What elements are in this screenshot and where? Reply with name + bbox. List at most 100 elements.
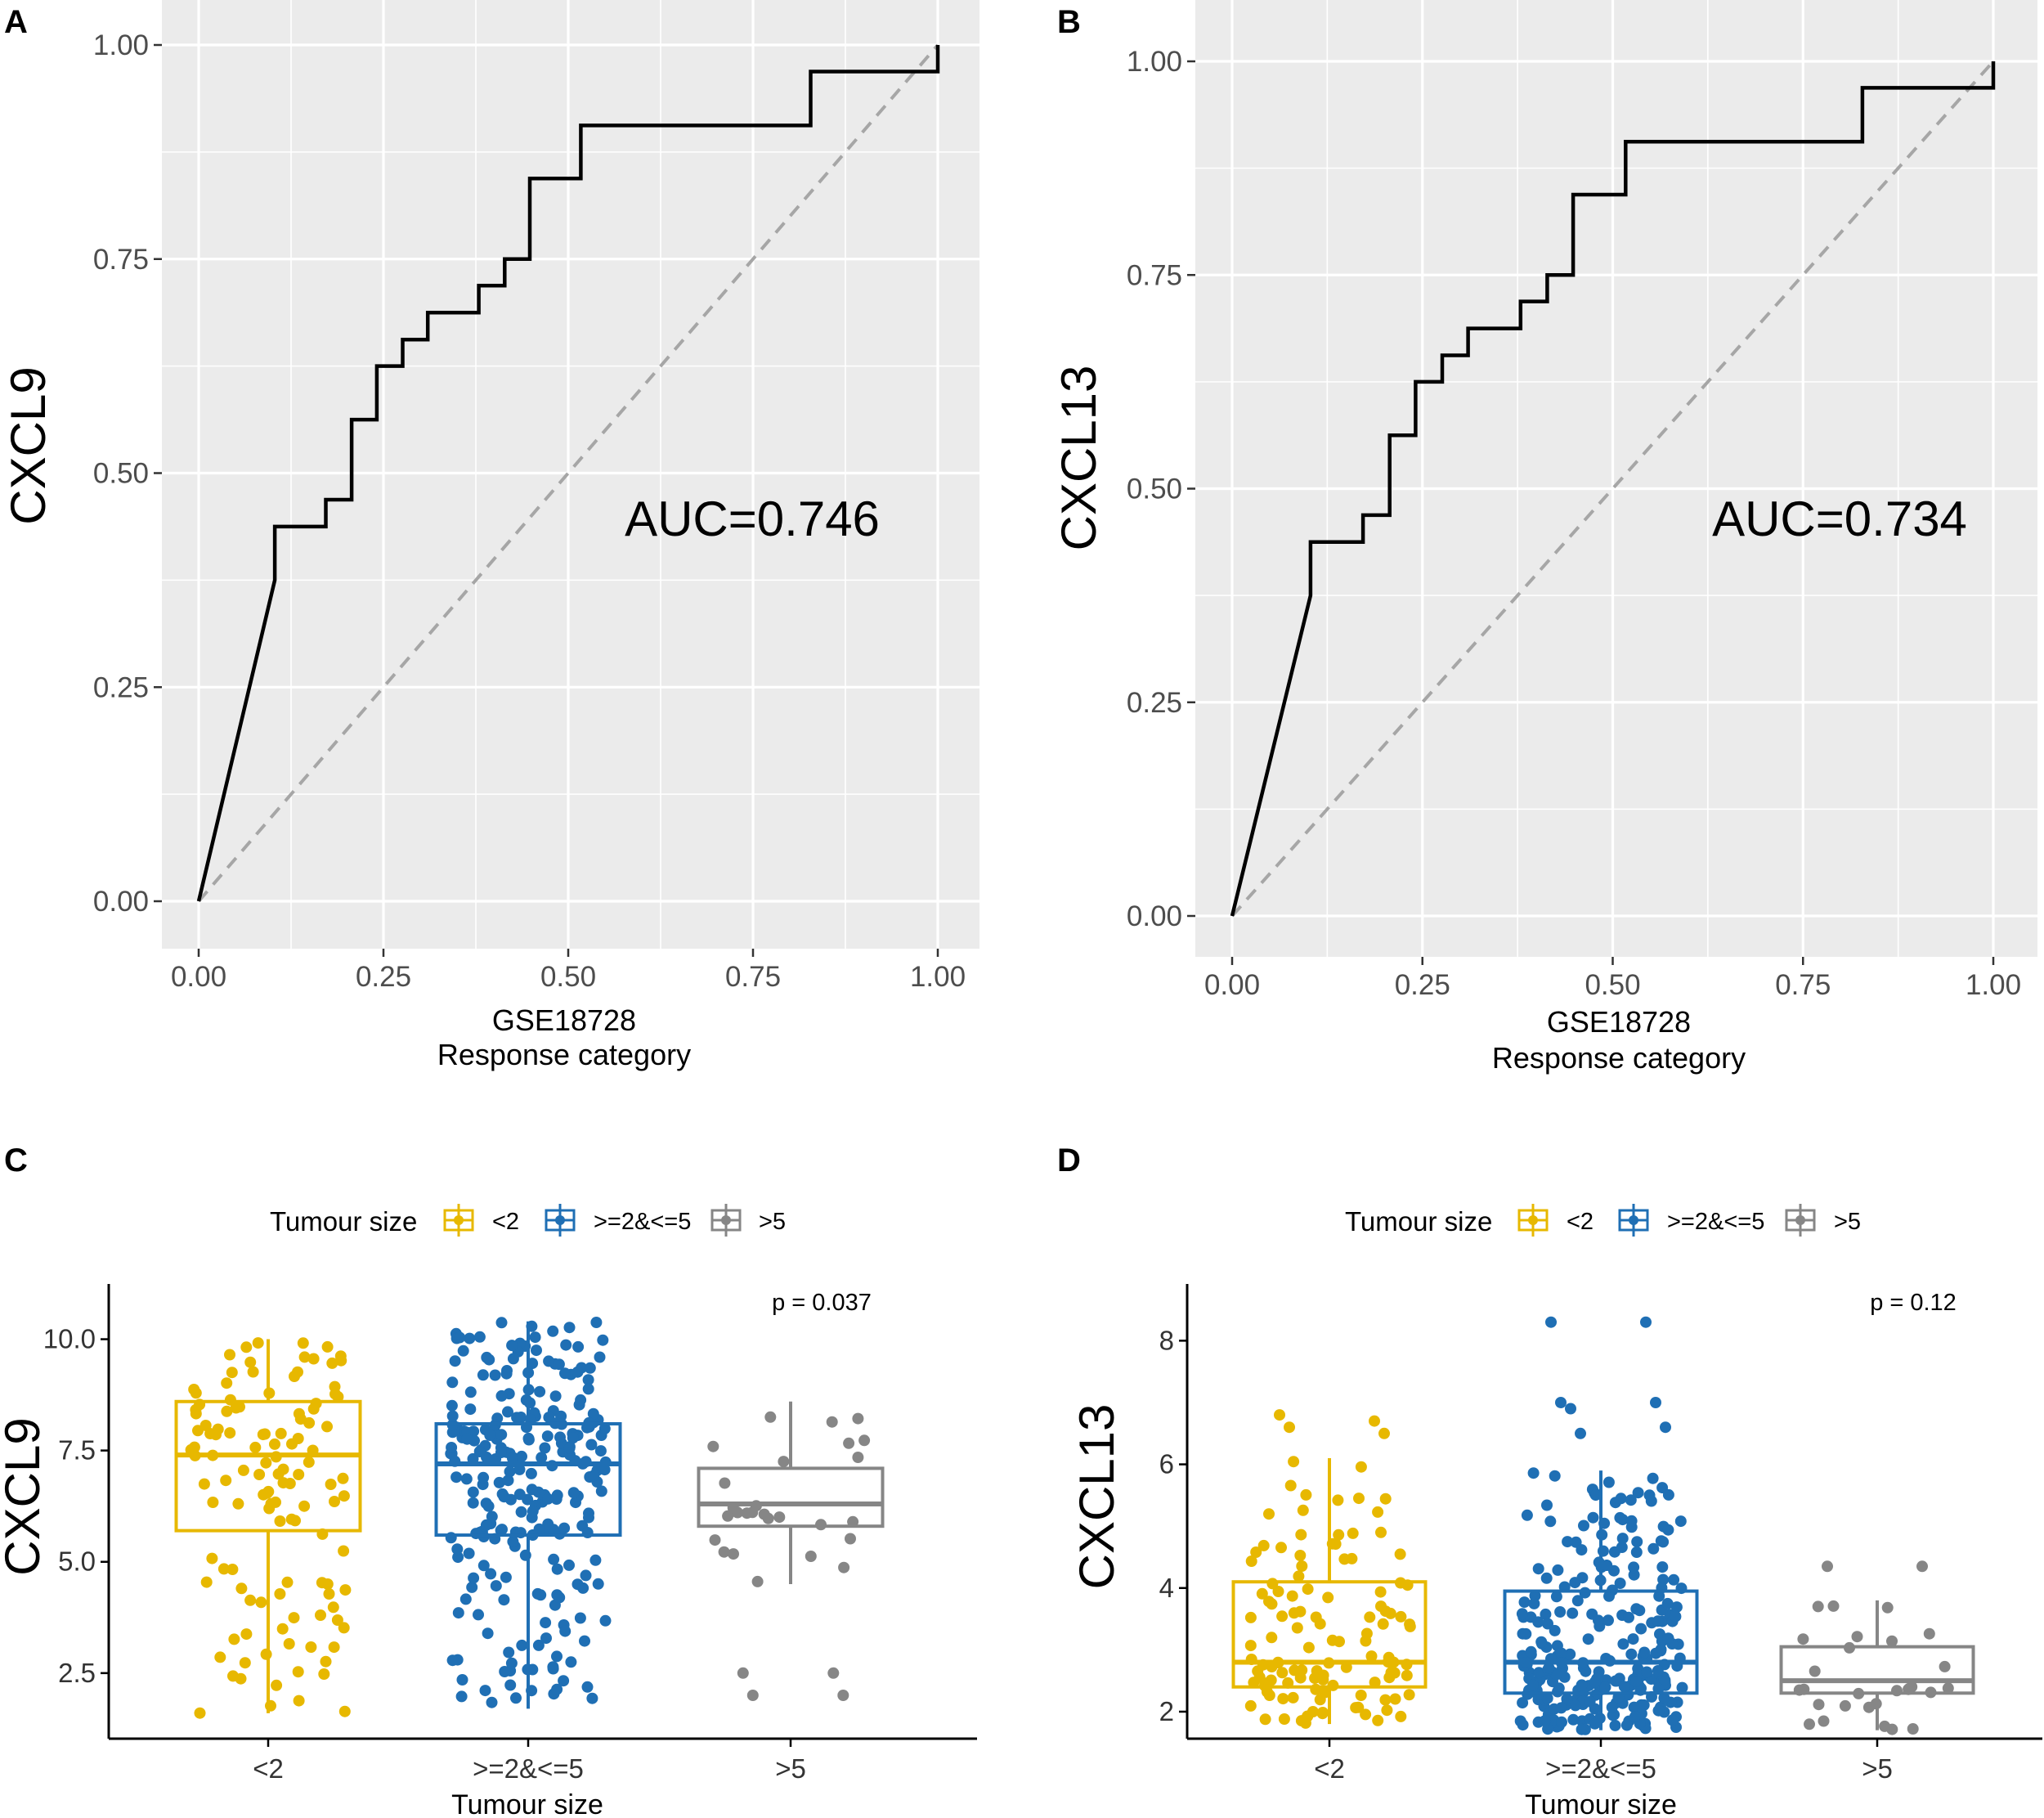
data-point bbox=[1296, 1560, 1308, 1572]
data-point bbox=[446, 1399, 458, 1412]
data-point bbox=[1886, 1635, 1898, 1647]
y-axis-title-a: CXCL9 bbox=[1, 366, 56, 524]
data-point bbox=[327, 1601, 339, 1614]
outlier-point bbox=[827, 1667, 840, 1679]
data-point bbox=[237, 1464, 249, 1476]
data-point bbox=[1540, 1572, 1553, 1584]
data-point bbox=[1666, 1714, 1679, 1726]
data-point bbox=[1620, 1719, 1633, 1731]
data-point bbox=[598, 1464, 611, 1476]
y-tick-label: 8 bbox=[1159, 1325, 1174, 1355]
data-point bbox=[549, 1390, 562, 1403]
legend-label-c-2: >=2&<=5 bbox=[594, 1209, 691, 1235]
data-point bbox=[805, 1551, 817, 1562]
data-point bbox=[283, 1638, 295, 1650]
data-point bbox=[513, 1463, 526, 1475]
data-point bbox=[503, 1646, 515, 1659]
data-point bbox=[188, 1384, 200, 1395]
data-point bbox=[1652, 1615, 1664, 1627]
data-point bbox=[1549, 1624, 1561, 1636]
data-point bbox=[524, 1397, 536, 1409]
data-point bbox=[226, 1564, 239, 1575]
data-point bbox=[305, 1641, 317, 1653]
data-point bbox=[200, 1576, 213, 1588]
data-point bbox=[1265, 1674, 1277, 1686]
data-point bbox=[221, 1405, 233, 1417]
data-point bbox=[1628, 1701, 1640, 1713]
y-tick-label: 1.00 bbox=[1127, 46, 1182, 78]
jitter-points-c bbox=[185, 1317, 871, 1719]
data-point bbox=[482, 1627, 494, 1640]
data-point bbox=[1589, 1489, 1602, 1502]
data-point bbox=[498, 1491, 510, 1503]
data-point bbox=[1555, 1702, 1567, 1714]
x-tick-label: >=2&<=5 bbox=[473, 1753, 584, 1784]
data-point bbox=[1643, 1489, 1656, 1502]
data-point bbox=[1266, 1578, 1279, 1590]
legend-title-d: Tumour size bbox=[1345, 1206, 1492, 1237]
data-point bbox=[551, 1650, 563, 1663]
data-point bbox=[1403, 1689, 1415, 1701]
data-point bbox=[1647, 1472, 1659, 1484]
data-point bbox=[1627, 1633, 1639, 1645]
data-point bbox=[826, 1416, 838, 1428]
data-point bbox=[1923, 1627, 1935, 1640]
data-point bbox=[247, 1366, 259, 1378]
data-point bbox=[1525, 1645, 1537, 1658]
data-point bbox=[232, 1497, 244, 1510]
data-point bbox=[567, 1487, 580, 1499]
y-tick-label: 0.25 bbox=[93, 671, 149, 703]
data-point bbox=[551, 1683, 563, 1695]
data-point bbox=[455, 1690, 468, 1703]
data-point bbox=[1256, 1587, 1268, 1600]
data-point bbox=[563, 1559, 575, 1571]
y-tick-label: 0.50 bbox=[1127, 474, 1182, 505]
data-point bbox=[284, 1478, 296, 1489]
data-point bbox=[529, 1331, 541, 1344]
data-point bbox=[718, 1546, 730, 1558]
data-point bbox=[207, 1497, 219, 1508]
data-point bbox=[558, 1522, 571, 1534]
data-point bbox=[1812, 1600, 1824, 1613]
data-point bbox=[1567, 1607, 1579, 1619]
data-point bbox=[1652, 1704, 1665, 1717]
panel-label-b: B bbox=[1057, 4, 1081, 40]
data-point bbox=[212, 1423, 224, 1435]
data-point bbox=[235, 1582, 248, 1595]
data-point bbox=[244, 1594, 257, 1606]
data-point bbox=[1587, 1511, 1599, 1524]
data-point bbox=[1541, 1692, 1553, 1704]
data-point bbox=[293, 1407, 305, 1420]
boxplot bbox=[434, 1321, 622, 1709]
data-point bbox=[498, 1594, 510, 1606]
legend-key bbox=[1517, 1204, 1549, 1237]
boxplot bbox=[697, 1401, 885, 1584]
data-point bbox=[1615, 1493, 1627, 1505]
data-point bbox=[1652, 1665, 1664, 1677]
data-point bbox=[274, 1515, 286, 1527]
outlier-point bbox=[1822, 1560, 1833, 1573]
data-point bbox=[1244, 1699, 1257, 1712]
legend-label-c-1: <2 bbox=[492, 1209, 519, 1235]
data-point bbox=[540, 1617, 552, 1629]
data-point bbox=[1556, 1716, 1567, 1728]
x-tick-label: >=2&<=5 bbox=[1545, 1753, 1656, 1784]
data-point bbox=[1942, 1682, 1954, 1695]
data-point bbox=[323, 1588, 335, 1600]
data-point bbox=[1518, 1596, 1531, 1609]
data-point bbox=[255, 1596, 267, 1609]
outlier-point bbox=[1545, 1316, 1557, 1328]
data-point bbox=[1257, 1539, 1270, 1551]
x-axis-title-b-line1: GSE18728 bbox=[1547, 1005, 1691, 1039]
data-point bbox=[587, 1407, 599, 1420]
data-point bbox=[461, 1433, 473, 1445]
roc-curve-path bbox=[1230, 61, 1996, 917]
data-point bbox=[1662, 1632, 1674, 1645]
data-point bbox=[239, 1657, 251, 1669]
data-point bbox=[1395, 1710, 1407, 1722]
y-axis-title-c: CXCL9 bbox=[0, 1417, 50, 1575]
data-point bbox=[1809, 1665, 1821, 1677]
data-point bbox=[1532, 1716, 1544, 1728]
data-point bbox=[479, 1685, 491, 1697]
